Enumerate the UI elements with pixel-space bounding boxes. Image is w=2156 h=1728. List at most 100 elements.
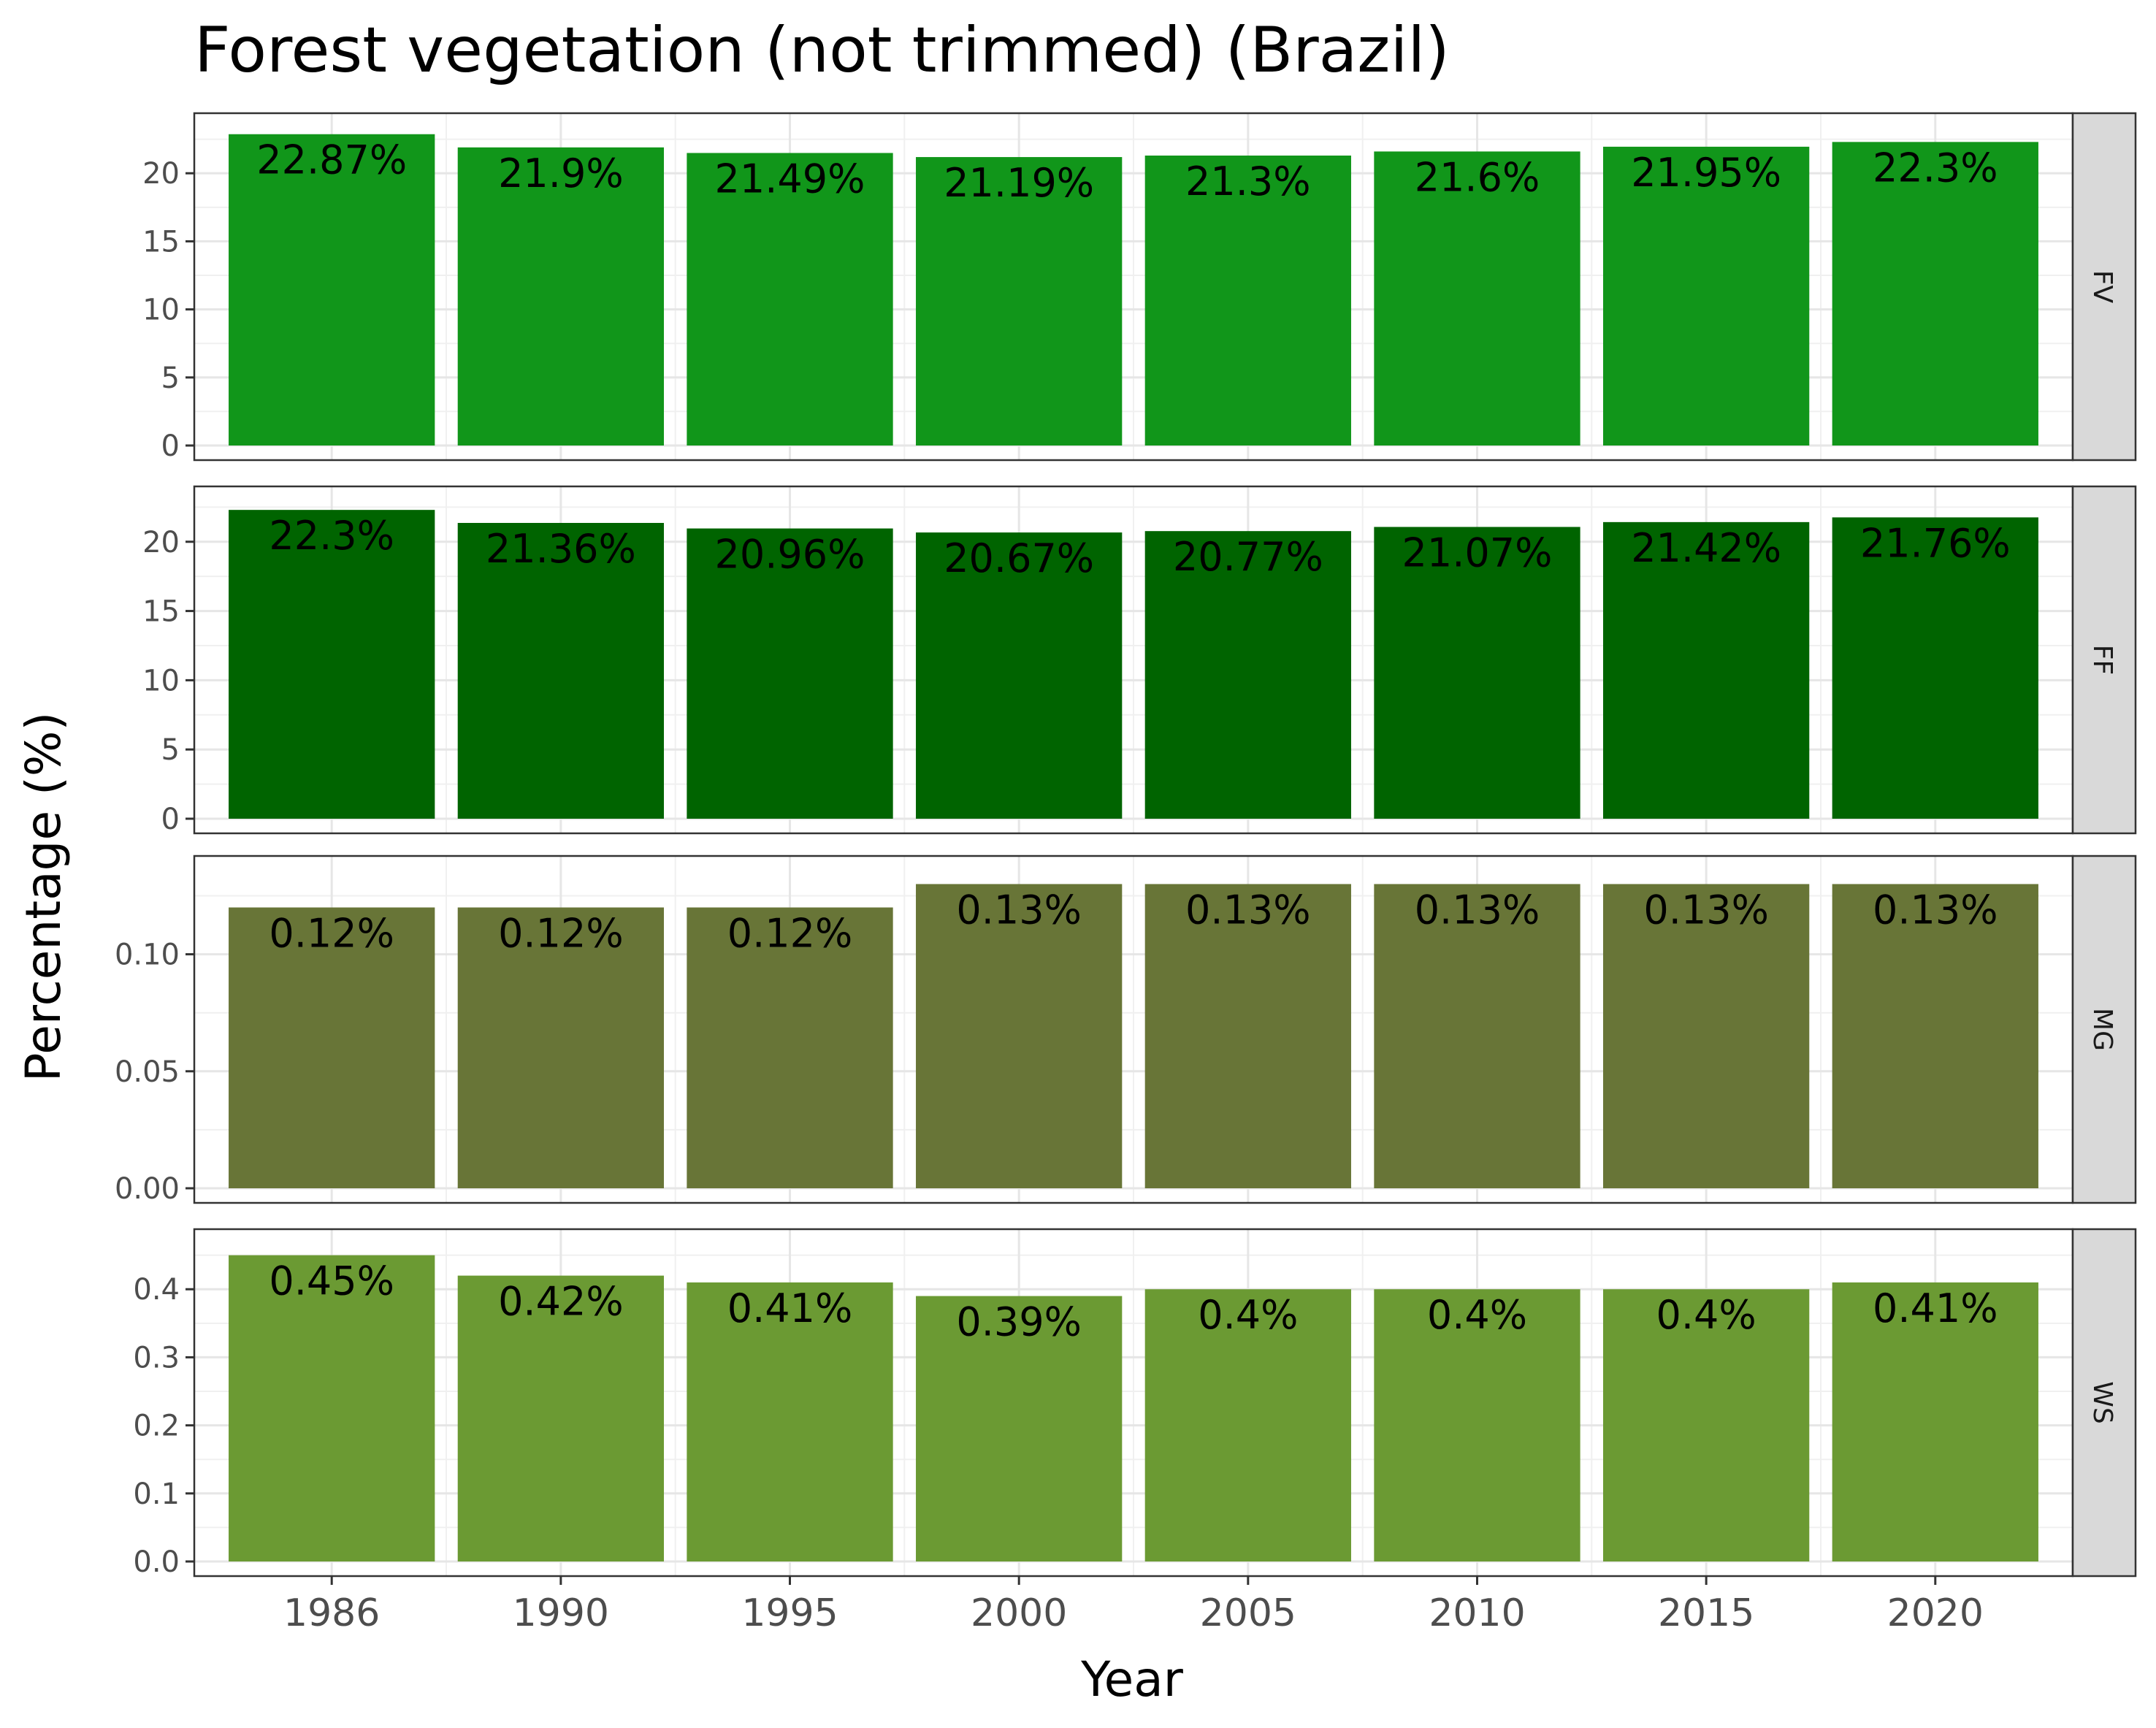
bar-fv-2015 (1603, 146, 1810, 446)
data-label: 0.41% (1873, 1285, 1998, 1331)
data-label: 22.3% (1873, 145, 1998, 191)
data-label: 0.13% (1415, 887, 1540, 933)
y-tick-label: 0.00 (115, 1172, 180, 1206)
data-label: 21.36% (486, 526, 636, 572)
bar-ws-2005 (1144, 1289, 1351, 1561)
data-label: 0.4% (1427, 1292, 1527, 1338)
facet-panel-ws: 0.0 0.1 0.2 0.3 0.4 0.45% 0.42% 0.41% 0.39% 0.4% 0… (133, 1228, 2137, 1579)
y-tick-label: 0 (161, 803, 180, 836)
data-label: 21.3% (1185, 158, 1311, 204)
data-label: 0.12% (498, 911, 624, 957)
facet-strip (2071, 485, 2137, 835)
data-label: 21.07% (1402, 530, 1553, 576)
y-tick-label: 15 (142, 225, 180, 259)
y-tick-label: 5 (161, 733, 180, 767)
facet-strip (2071, 112, 2137, 462)
bar-ff-2010 (1374, 527, 1580, 819)
facet-strip (2071, 855, 2137, 1204)
bar-mg-2010 (1374, 884, 1580, 1188)
data-label: 0.39% (956, 1299, 1082, 1345)
x-tick-label: 2000 (971, 1591, 1067, 1635)
data-label: 21.49% (715, 156, 865, 202)
data-label: 0.12% (269, 911, 394, 957)
bar-mg-1986 (229, 907, 435, 1188)
data-label: 21.6% (1415, 154, 1540, 200)
y-tick-label: 0.10 (115, 938, 180, 972)
bar-ws-2015 (1603, 1289, 1810, 1561)
bar-fv-2000 (916, 157, 1123, 446)
x-tick-label: 2005 (1200, 1591, 1296, 1635)
data-label: 0.4% (1198, 1292, 1298, 1338)
bar-mg-2005 (1144, 884, 1351, 1188)
data-label: 22.87% (256, 137, 407, 183)
x-tick-label: 1986 (283, 1591, 380, 1635)
data-label: 21.9% (498, 150, 624, 196)
facet-strip-label: FV (2087, 270, 2117, 304)
data-label: 0.45% (269, 1258, 394, 1304)
x-axis-label: Year (1080, 1651, 1184, 1708)
y-tick-label: 20 (142, 526, 180, 559)
bar-fv-1986 (229, 134, 435, 446)
bar-fv-1995 (687, 153, 893, 446)
bar-ff-1986 (229, 510, 435, 819)
data-label: 21.76% (1860, 520, 2011, 566)
x-tick-label: 2015 (1658, 1591, 1754, 1635)
data-label: 0.13% (956, 887, 1082, 933)
data-label: 20.67% (944, 535, 1094, 581)
bar-ff-2015 (1603, 521, 1810, 819)
data-label: 21.95% (1631, 150, 1781, 196)
bar-ff-2000 (916, 532, 1123, 819)
facet-panels: 0 5 10 15 20 22.87% 21.9% 21.49% 21.19% 21.3% 21.6… (115, 112, 2137, 1579)
bar-ws-1995 (687, 1282, 893, 1561)
bar-fv-2005 (1144, 156, 1351, 446)
x-tick-label: 1990 (513, 1591, 609, 1635)
bar-ws-1990 (457, 1275, 664, 1561)
y-tick-label: 10 (142, 294, 180, 327)
x-tick-label: 2020 (1887, 1591, 1984, 1635)
facet-panel-mg: 0.00 0.05 0.10 0.12% 0.12% 0.12% 0.13% 0.13% 0.1… (115, 855, 2137, 1206)
y-tick-label: 0.1 (133, 1477, 180, 1511)
facet-strip-label: WS (2087, 1381, 2117, 1423)
data-label: 0.13% (1185, 887, 1311, 933)
data-label: 21.19% (944, 160, 1094, 206)
data-label: 0.13% (1873, 887, 1998, 933)
bar-ws-2010 (1374, 1289, 1580, 1561)
bar-ff-1990 (457, 522, 664, 819)
bar-mg-1990 (457, 907, 664, 1188)
bar-mg-1995 (687, 907, 893, 1188)
y-tick-label: 20 (142, 157, 180, 191)
data-label: 20.96% (715, 532, 865, 578)
y-tick-label: 15 (142, 595, 180, 629)
y-tick-label: 0.0 (133, 1545, 180, 1579)
bar-ff-2005 (1144, 531, 1351, 819)
facet-strip-label: MG (2087, 1008, 2117, 1051)
x-tick-label: 2010 (1429, 1591, 1525, 1635)
bar-ff-2020 (1832, 517, 2038, 819)
bar-fv-2010 (1374, 151, 1580, 446)
chart-title: Forest vegetation (not trimmed) (Brazil) (194, 14, 1450, 87)
data-label: 0.12% (727, 911, 853, 957)
data-label: 20.77% (1173, 534, 1323, 580)
y-tick-label: 0.4 (133, 1273, 180, 1307)
y-tick-label: 0.3 (133, 1341, 180, 1375)
x-tick-label: 1995 (741, 1591, 838, 1635)
facet-panel-ff: 0 5 10 15 20 22.3% 21.36% 20.96% 20.67% 20.77% 21.… (142, 485, 2137, 836)
bar-ws-1986 (229, 1255, 435, 1561)
data-label: 0.13% (1643, 887, 1769, 933)
x-axis: 1986 1990 1995 2000 2005 2010 2015 2020 (283, 1576, 1984, 1635)
y-tick-label: 0 (161, 429, 180, 463)
y-tick-label: 5 (161, 362, 180, 395)
bar-fv-1990 (457, 147, 664, 446)
data-label: 21.42% (1631, 525, 1781, 571)
bar-mg-2000 (916, 884, 1123, 1188)
facet-strip-label: FF (2087, 645, 2117, 675)
facet-panel-fv: 0 5 10 15 20 22.87% 21.9% 21.49% 21.19% 21.3% 21.6… (142, 112, 2137, 463)
bar-ws-2000 (916, 1296, 1123, 1561)
data-label: 0.4% (1656, 1292, 1756, 1338)
bar-ws-2020 (1832, 1282, 2038, 1561)
data-label: 0.42% (498, 1279, 624, 1325)
y-tick-label: 10 (142, 664, 180, 697)
y-axis-label: Percentage (%) (15, 712, 72, 1082)
